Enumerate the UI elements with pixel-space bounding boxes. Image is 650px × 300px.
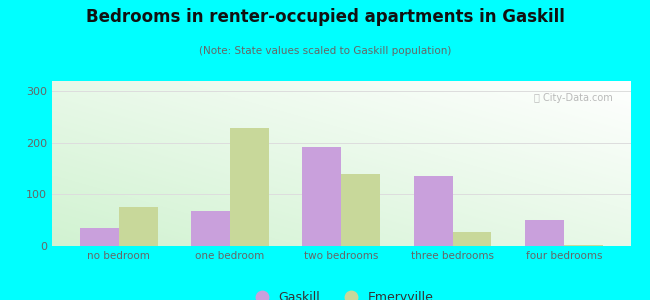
Bar [564,245,603,246]
Bar [80,228,119,246]
Bar [341,174,380,246]
Text: ⓘ City-Data.com: ⓘ City-Data.com [534,92,613,103]
Bar [302,147,341,246]
Text: Bedrooms in renter-occupied apartments in Gaskill: Bedrooms in renter-occupied apartments i… [86,8,564,26]
Bar [525,220,564,246]
Bar [413,176,452,246]
Text: (Note: State values scaled to Gaskill population): (Note: State values scaled to Gaskill po… [199,46,451,56]
Bar [230,128,269,246]
Bar [452,232,491,246]
Bar [191,211,230,246]
Legend: Gaskill, Emeryville: Gaskill, Emeryville [244,286,438,300]
Bar [119,207,158,246]
